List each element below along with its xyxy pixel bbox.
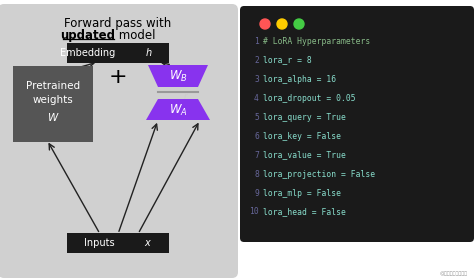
Text: 5: 5	[254, 113, 259, 122]
Text: Forward pass with: Forward pass with	[64, 17, 172, 29]
FancyBboxPatch shape	[13, 66, 93, 142]
Polygon shape	[146, 99, 210, 120]
Text: 4: 4	[254, 94, 259, 102]
Text: lora_key = False: lora_key = False	[263, 132, 341, 141]
Text: Pretrained
weights
$W$: Pretrained weights $W$	[26, 81, 80, 123]
Text: 9: 9	[254, 188, 259, 197]
Circle shape	[277, 19, 287, 29]
Text: lora_query = True: lora_query = True	[263, 113, 346, 122]
Text: x: x	[144, 238, 150, 248]
Text: 3: 3	[254, 74, 259, 83]
Circle shape	[260, 19, 270, 29]
FancyBboxPatch shape	[67, 233, 169, 253]
Text: 2: 2	[254, 55, 259, 64]
Text: Inputs: Inputs	[84, 238, 118, 248]
Circle shape	[294, 19, 304, 29]
Text: Embedding: Embedding	[60, 48, 118, 58]
Text: model: model	[115, 29, 155, 41]
Text: 7: 7	[254, 151, 259, 160]
Text: lora_value = True: lora_value = True	[263, 151, 346, 160]
Text: $W_A$: $W_A$	[169, 102, 187, 118]
Text: # LoRA Hyperparameters: # LoRA Hyperparameters	[263, 36, 370, 46]
Text: lora_mlp = False: lora_mlp = False	[263, 188, 341, 197]
FancyBboxPatch shape	[240, 6, 474, 242]
Text: $W_B$: $W_B$	[169, 68, 187, 83]
Text: updated: updated	[61, 29, 116, 41]
Text: @稀土掘金技术社区: @稀土掘金技术社区	[440, 271, 468, 276]
Text: +: +	[109, 67, 128, 87]
Text: lora_alpha = 16: lora_alpha = 16	[263, 74, 336, 83]
Text: 6: 6	[254, 132, 259, 141]
Text: h: h	[146, 48, 152, 58]
Text: 8: 8	[254, 169, 259, 179]
FancyBboxPatch shape	[0, 4, 238, 278]
Text: r: r	[183, 92, 187, 101]
FancyBboxPatch shape	[67, 43, 169, 63]
Text: 1: 1	[254, 36, 259, 46]
Text: lora_dropout = 0.05: lora_dropout = 0.05	[263, 94, 356, 102]
Text: 10: 10	[249, 207, 259, 216]
Polygon shape	[148, 65, 208, 87]
Text: lora_head = False: lora_head = False	[263, 207, 346, 216]
Text: lora_projection = False: lora_projection = False	[263, 169, 375, 179]
Text: lora_r = 8: lora_r = 8	[263, 55, 312, 64]
